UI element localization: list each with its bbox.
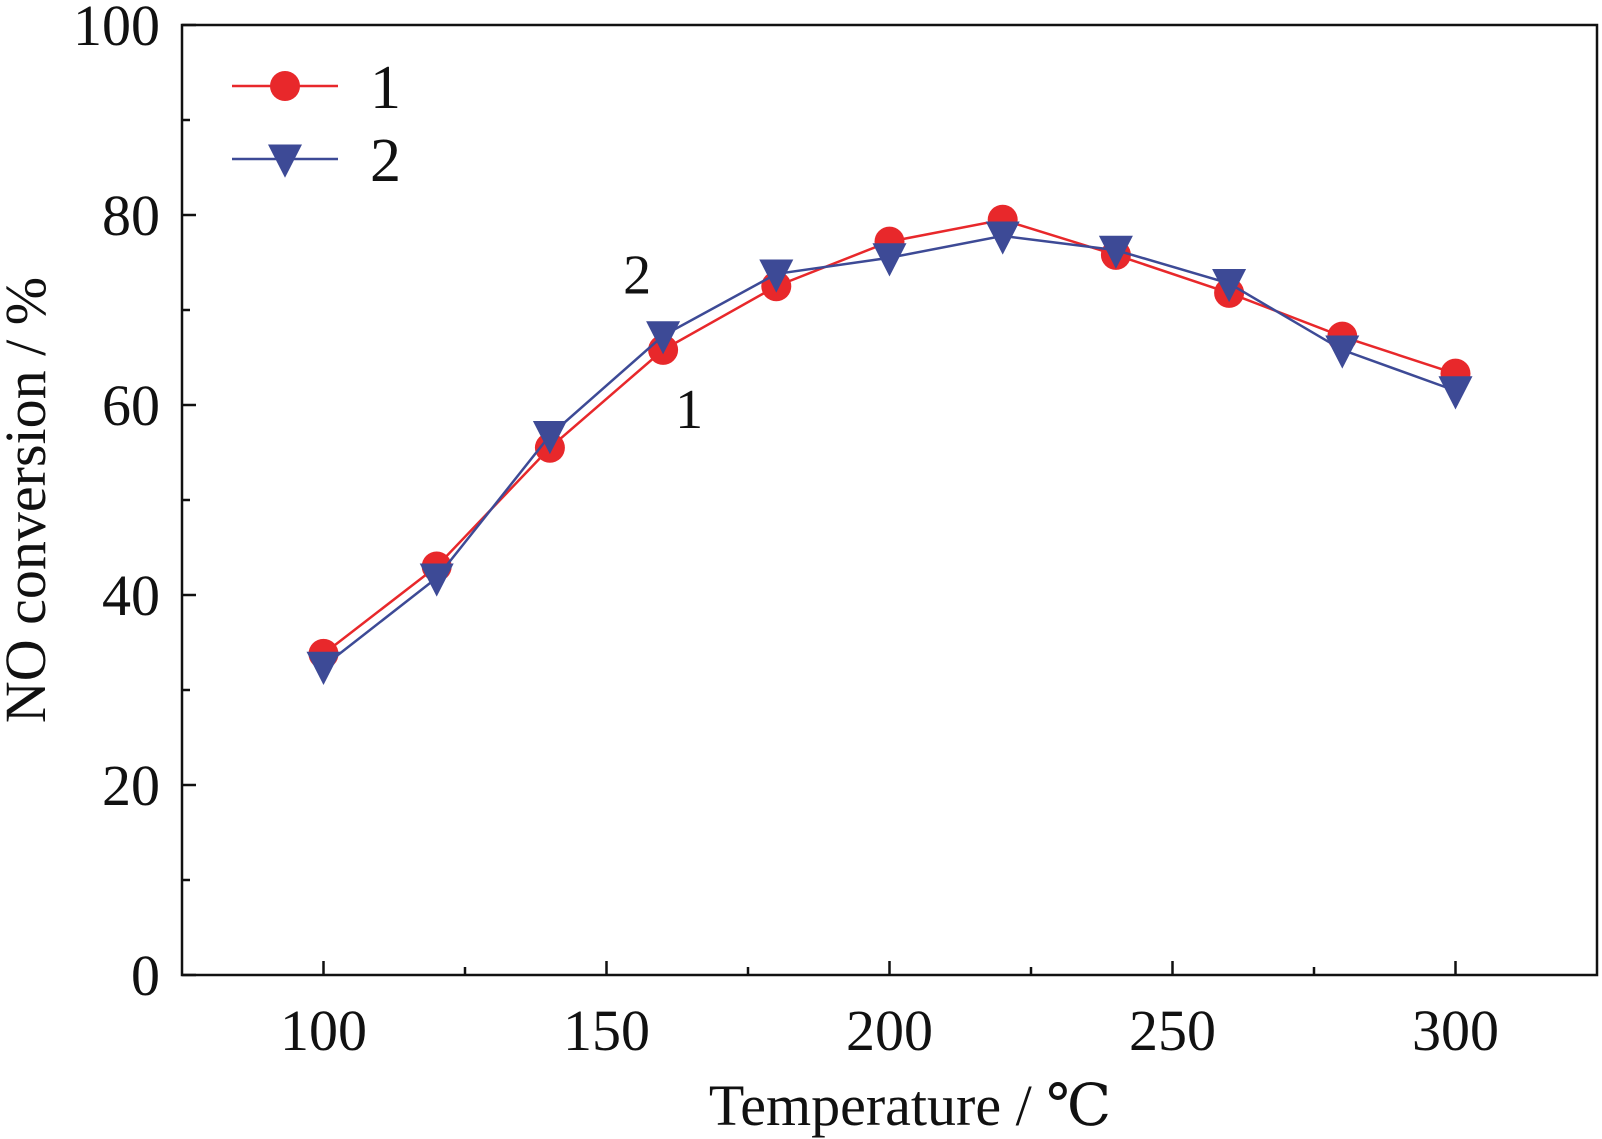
legend-marker	[268, 144, 302, 178]
x-tick-label: 150	[563, 998, 650, 1063]
annotations: 21	[623, 245, 703, 441]
y-tick-label: 100	[73, 0, 160, 58]
data-point	[1212, 268, 1247, 303]
data-point	[532, 420, 567, 455]
data-point	[1098, 235, 1133, 269]
legend: 12	[232, 54, 401, 195]
legend-label: 2	[370, 127, 401, 195]
y-tick-label: 40	[102, 563, 160, 628]
x-axis-title: Temperature / ℃	[709, 1073, 1111, 1138]
data-point	[646, 321, 681, 355]
data-point	[419, 563, 454, 597]
series-line	[322, 234, 1456, 668]
series-line	[322, 218, 1456, 655]
data-point	[759, 259, 794, 293]
y-axis-title: NO conversion / %	[0, 277, 58, 723]
data-point	[985, 221, 1020, 255]
data-point	[1325, 335, 1360, 369]
x-tick-label: 200	[846, 998, 933, 1063]
curve-label: 2	[623, 245, 651, 307]
curve-label: 1	[675, 379, 703, 441]
axes: 100 150 200 250 300 0 20 40 60 80 100	[73, 0, 1499, 1063]
series-layer	[306, 204, 1473, 685]
data-point	[306, 651, 341, 685]
series-2	[306, 221, 1473, 685]
y-tick-label: 80	[102, 183, 160, 248]
series-1	[308, 204, 1471, 669]
legend-marker	[270, 71, 300, 101]
legend-label: 1	[370, 54, 401, 122]
y-tick-label: 60	[102, 373, 160, 438]
x-tick-label: 300	[1412, 998, 1499, 1063]
y-tick-label: 0	[131, 943, 160, 1008]
x-tick-label: 100	[280, 998, 367, 1063]
data-point	[1438, 376, 1473, 410]
data-point	[872, 243, 907, 277]
y-tick-label: 20	[102, 753, 160, 818]
x-tick-label: 250	[1129, 998, 1216, 1063]
